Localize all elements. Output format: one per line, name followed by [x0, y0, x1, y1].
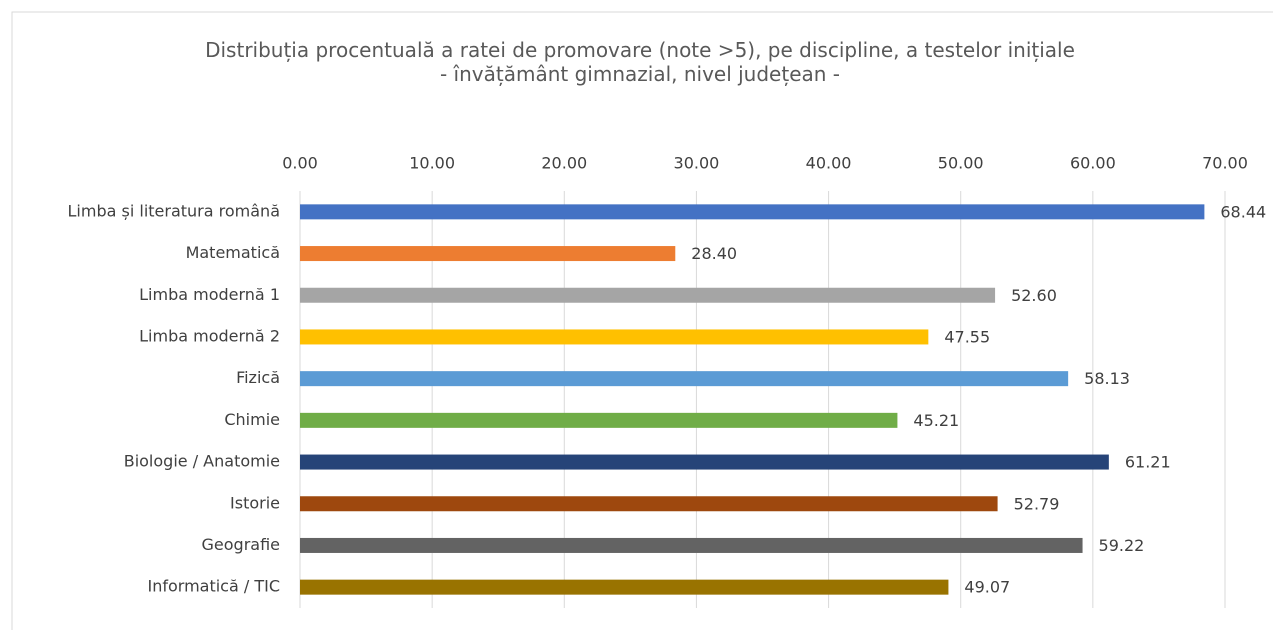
data-label: 58.13: [1084, 369, 1130, 388]
data-label: 52.79: [1014, 494, 1060, 513]
x-tick-label: 30.00: [674, 154, 720, 173]
bar: [300, 329, 929, 345]
x-tick-label: 50.00: [938, 154, 984, 173]
x-tick-label: 10.00: [409, 154, 455, 173]
y-tick-label: Matematică: [186, 243, 280, 262]
y-tick-label: Geografie: [202, 535, 281, 554]
y-tick-label: Fizică: [236, 368, 280, 387]
x-tick-label: 20.00: [541, 154, 587, 173]
bar: [300, 454, 1109, 470]
x-tick-label: 0.00: [282, 154, 318, 173]
data-label: 61.21: [1125, 453, 1171, 472]
bar: [300, 204, 1205, 220]
y-tick-label: Biologie / Anatomie: [124, 452, 280, 471]
data-label: 52.60: [1011, 286, 1057, 305]
y-tick-label: Limba modernă 2: [139, 326, 280, 345]
x-tick-label: 60.00: [1070, 154, 1116, 173]
x-tick-label: 70.00: [1202, 154, 1248, 173]
bar: [300, 579, 949, 595]
data-label: 49.07: [964, 578, 1010, 597]
bar: [300, 246, 676, 262]
data-label: 59.22: [1099, 536, 1145, 555]
x-tick-label: 40.00: [806, 154, 852, 173]
y-tick-label: Chimie: [224, 410, 280, 429]
data-label: 47.55: [944, 327, 990, 346]
y-tick-label: Limba modernă 1: [139, 285, 280, 304]
y-tick-label: Istorie: [230, 493, 280, 512]
chart-border: [11, 11, 1273, 630]
y-tick-label: Informatică / TIC: [147, 577, 280, 596]
bar: [300, 287, 996, 303]
chart-title-block: Distribuția procentuală a ratei de promo…: [160, 38, 1120, 86]
chart-subtitle: - învățământ gimnazial, nivel județean -: [439, 62, 841, 86]
bar: [300, 412, 898, 428]
data-label: 28.40: [691, 244, 737, 263]
chart-title: Distribuția procentuală a ratei de promo…: [205, 38, 1075, 62]
bar: [300, 496, 998, 512]
bar: [300, 371, 1069, 387]
y-tick-label: Limba și literatura română: [68, 201, 280, 220]
data-label: 45.21: [913, 411, 959, 430]
bar: [300, 537, 1083, 553]
data-label: 68.44: [1220, 202, 1266, 221]
